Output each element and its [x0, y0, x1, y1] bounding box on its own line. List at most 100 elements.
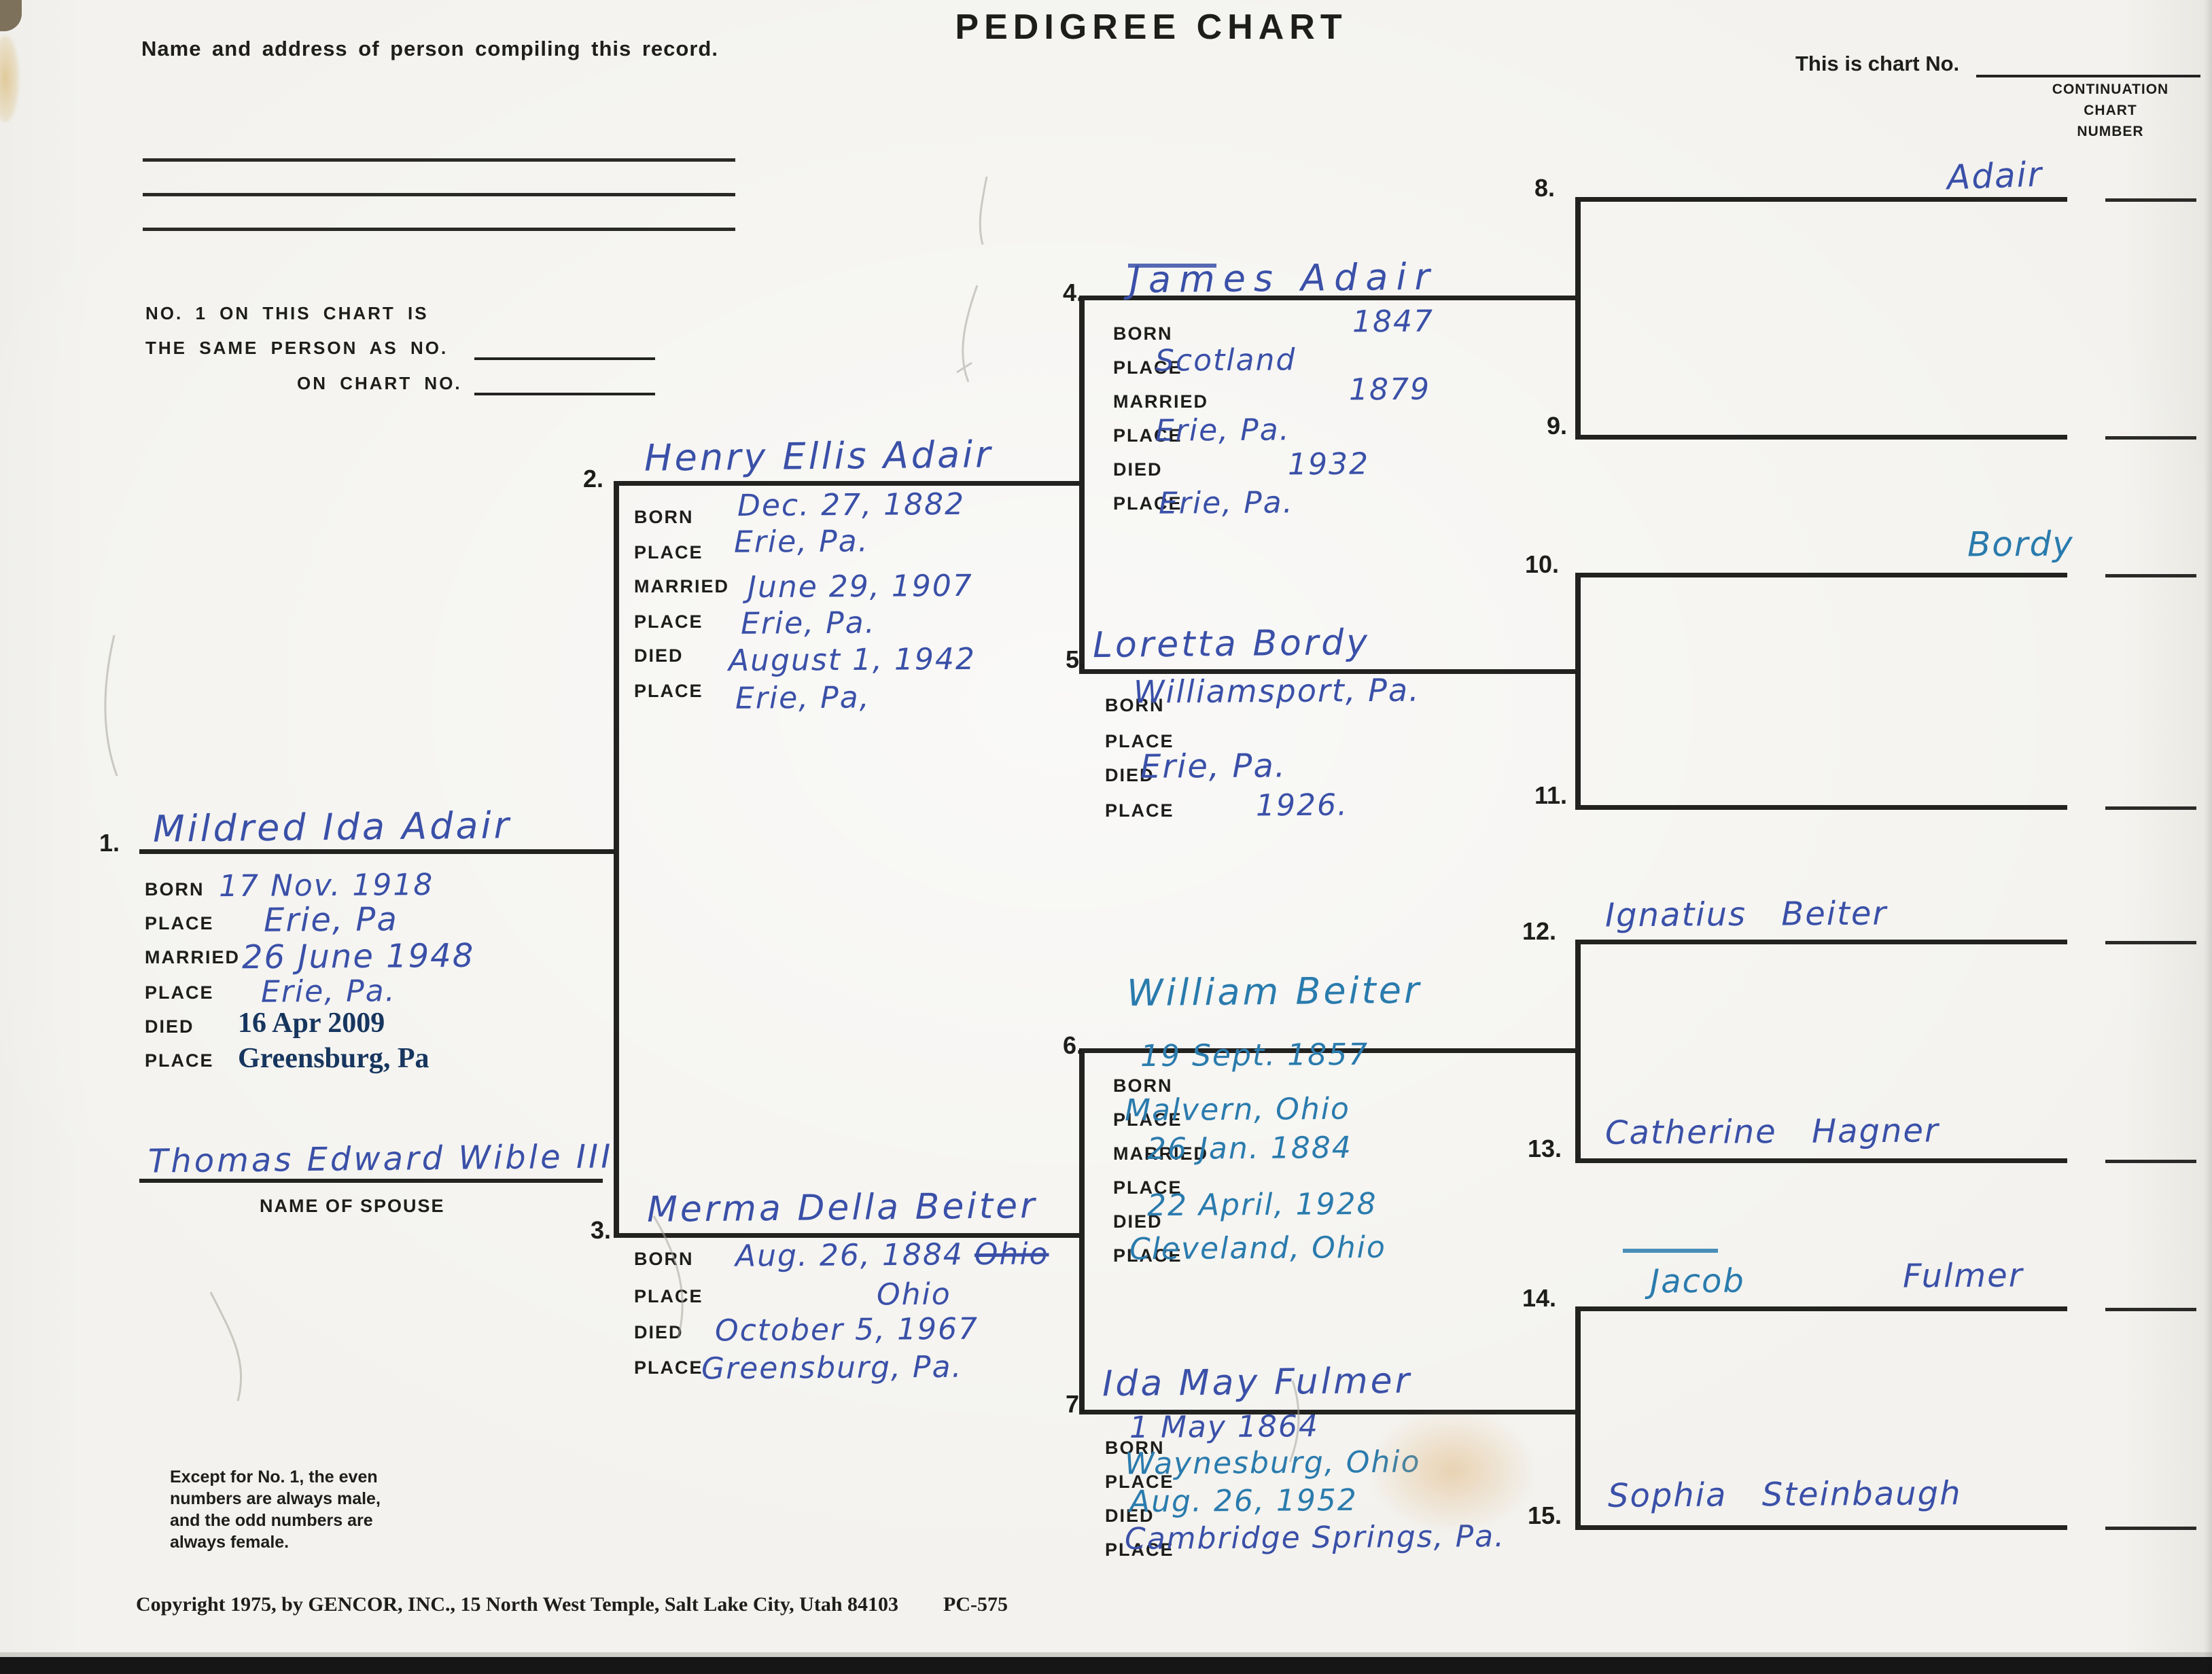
person8-number: 8. [1534, 174, 1556, 202]
person4-name-line [1079, 296, 1580, 300]
continuation-blank-14 [2105, 1308, 2196, 1311]
copyright-text: Copyright 1975, by GENCOR, INC., 15 Nort… [136, 1593, 899, 1616]
person10-number: 10. [1525, 550, 1560, 578]
person1-died-place: Greensburg, Pa [238, 1043, 429, 1074]
person10-name-line [1575, 573, 2067, 577]
p5-born-label: BORN [1105, 695, 1165, 715]
person3-name-line [614, 1233, 1083, 1238]
p2-place-label: PLACE [634, 681, 703, 701]
bracket-2-3 [614, 481, 619, 1238]
p4-died-label: DIED [1113, 459, 1163, 480]
gender-note: Except for No. 1, the even numbers are a… [170, 1467, 381, 1552]
p4-place-label: PLACE [1113, 425, 1182, 446]
p6-born-label: BORN [1113, 1075, 1173, 1096]
person7-name-line [1079, 1410, 1580, 1414]
scan-right-edge-shadow [2204, 0, 2212, 1674]
continuation-blank-9 [2105, 436, 2196, 440]
person13-name-line [1575, 1158, 2067, 1163]
p1-died-label: DIED [145, 1016, 194, 1037]
p6-died-label: DIED [1113, 1211, 1163, 1232]
person9-name-line [1575, 435, 2067, 440]
p1-place-label: PLACE [145, 982, 214, 1003]
person2-name-line [614, 481, 1083, 486]
same-person-note-line3: ON CHART NO. [297, 373, 462, 393]
chart-no-label: This is chart No. [1795, 52, 1960, 75]
person14-number: 14. [1522, 1284, 1557, 1312]
compiler-label: Name and address of person compiling thi… [141, 37, 718, 60]
chart-no-blank-line [1976, 75, 2200, 77]
p2-place-label: PLACE [634, 542, 703, 563]
p6-place-label: PLACE [1113, 1245, 1182, 1266]
compiler-blank-line [143, 158, 735, 162]
p4-place-label: PLACE [1113, 493, 1182, 514]
continuation-blank-15 [2105, 1527, 2196, 1530]
p3-died-label: DIED [634, 1322, 684, 1342]
p7-place-label: PLACE [1105, 1472, 1174, 1492]
compiler-blank-line [143, 193, 735, 196]
person15-number: 15. [1528, 1501, 1562, 1529]
bracket-12-13 [1575, 940, 1581, 1163]
p1-place-label: PLACE [145, 913, 214, 933]
continuation-blank-10 [2105, 574, 2196, 577]
p3-place-label: PLACE [634, 1357, 703, 1378]
p2-died-label: DIED [634, 645, 684, 666]
p3-place-label: PLACE [634, 1286, 703, 1306]
p5-place-label: PLACE [1105, 800, 1174, 821]
p7-born-label: BORN [1105, 1438, 1165, 1458]
p6-married-label: MARRIED [1113, 1143, 1208, 1164]
p2-born-label: BORN [634, 507, 694, 527]
p4-place-label: PLACE [1113, 357, 1182, 378]
person5-number: 5. [1066, 645, 1087, 673]
person7-number: 7. [1066, 1390, 1087, 1418]
person15-name-line [1575, 1525, 2067, 1530]
same-person-note-line1: NO. 1 ON THIS CHART IS [145, 303, 429, 323]
person4-ink-mark [1128, 264, 1216, 268]
person6-name-line [1079, 1048, 1580, 1053]
p6-place-label: PLACE [1113, 1177, 1182, 1198]
p7-died-label: DIED [1105, 1506, 1155, 1526]
p2-married-label: MARRIED [634, 576, 729, 596]
compiler-blank-line [143, 228, 735, 231]
continuation-chart-number-label: CONTINUATION CHART NUMBER [2052, 82, 2169, 139]
form-code: PC-575 [943, 1593, 1008, 1616]
person12-number: 12. [1522, 917, 1557, 945]
scan-bottom-edge-dark [0, 1657, 2212, 1674]
person3-number: 3. [591, 1216, 612, 1244]
person1-died: 16 Apr 2009 [238, 1008, 385, 1039]
p4-born-label: BORN [1113, 323, 1173, 344]
same-person-blank-line [474, 357, 655, 360]
name-of-spouse-label: NAME OF SPOUSE [260, 1196, 445, 1216]
same-person-note-line2: THE SAME PERSON AS NO. [145, 338, 449, 358]
bracket-8-9 [1575, 197, 1581, 440]
page-title: PEDIGREE CHART [955, 7, 1348, 47]
p7-place-label: PLACE [1105, 1539, 1174, 1560]
p5-place-label: PLACE [1105, 731, 1174, 751]
p1-born-label: BORN [145, 879, 205, 900]
continuation-blank-13 [2105, 1160, 2196, 1163]
person4-number: 4. [1063, 279, 1084, 306]
p1-married-label: MARRIED [145, 947, 240, 967]
p5-died-label: DIED [1105, 765, 1155, 785]
bracket-10-11 [1575, 573, 1581, 810]
bracket-14-15 [1575, 1306, 1581, 1530]
p2-place-label: PLACE [634, 611, 703, 632]
person13-number: 13. [1528, 1135, 1562, 1162]
person1-number: 1. [99, 829, 120, 857]
person5-name-line [1079, 669, 1580, 674]
person14-name-line [1575, 1306, 2067, 1311]
person14-ink-mark [1623, 1249, 1718, 1253]
bracket-6-7 [1079, 1048, 1085, 1414]
person2-number: 2. [583, 465, 604, 493]
continuation-blank-12 [2105, 941, 2196, 944]
p1-place-label: PLACE [145, 1050, 214, 1071]
person8-name-line [1575, 197, 2067, 202]
p4-married-label: MARRIED [1113, 391, 1208, 412]
person11-number: 11. [1534, 781, 1568, 809]
person12-name-line [1575, 940, 2067, 944]
person11-name-line [1575, 805, 2067, 810]
p6-place-label: PLACE [1113, 1109, 1182, 1130]
continuation-blank-11 [2105, 806, 2196, 810]
person1-name-line [139, 849, 616, 854]
spouse-name-line [139, 1179, 603, 1183]
